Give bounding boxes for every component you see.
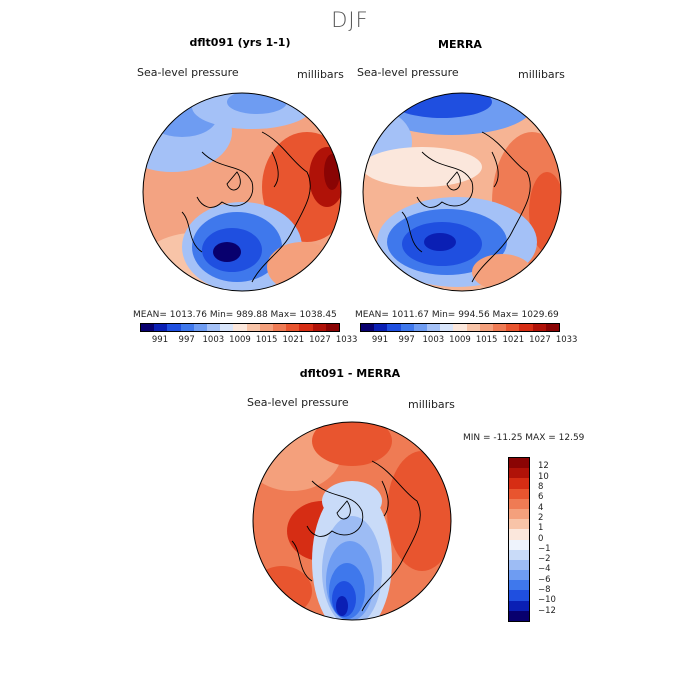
- panel2-colorbar-tick-label: 1027: [529, 335, 551, 345]
- difference-colorbar-color-3: [509, 488, 529, 499]
- difference-colorbar-tick-label: 0: [538, 533, 544, 544]
- difference-colorbar-tick-label: −2: [538, 554, 551, 565]
- difference-colorbar-color-1: [509, 468, 529, 479]
- panel2-colorbar-tick-label: 1033: [555, 335, 578, 345]
- panel2-colorbar-color-0: [361, 324, 375, 331]
- panel2-colorbar-color-1: [374, 324, 388, 331]
- panel1-colorbar-color-9: [259, 324, 274, 331]
- panel1-stats: MEAN= 1013.76 Min= 989.88 Max= 1038.45: [133, 310, 337, 320]
- panel2-map: [362, 92, 562, 292]
- panel1-colorbar-color-13: [312, 324, 326, 331]
- panel1-field-label: Sea-level pressure: [137, 66, 239, 79]
- panel1-colorbar-color-4: [193, 324, 208, 331]
- panel2-colorbar-color-7: [453, 324, 467, 331]
- difference-colorbar: [508, 457, 530, 622]
- panel1-colorbar-color-0: [141, 324, 155, 331]
- panel1-colorbar-tick-label: 991: [151, 335, 169, 345]
- difference-colorbar-color-12: [509, 580, 529, 591]
- panel2-colorbar-tick-label: 991: [371, 335, 389, 345]
- difference-colorbar-color-8: [509, 539, 529, 550]
- panel1-colorbar-tick-label: 1009: [229, 335, 251, 345]
- panel1-colorbar-color-7: [233, 324, 247, 331]
- panel2-colorbar-color-4: [413, 324, 428, 331]
- difference-colorbar-tick-label: 10: [538, 471, 549, 482]
- difference-colorbar-color-10: [509, 559, 529, 571]
- panel2-colorbar-color-12: [519, 324, 533, 331]
- panel2-colorbar: [360, 323, 560, 332]
- difference-colorbar-tick-label: 6: [538, 492, 544, 503]
- difference-colorbar-tick-label: 1: [538, 523, 544, 534]
- panel1-colorbar-color-12: [299, 324, 313, 331]
- panel2-colorbar-color-5: [427, 324, 441, 331]
- difference-map: [252, 421, 452, 621]
- difference-colorbar-tick-label: 4: [538, 502, 544, 513]
- panel1-colorbar-color-10: [273, 324, 287, 331]
- panel2-colorbar-color-6: [440, 324, 454, 331]
- difference-colorbar-color-2: [509, 478, 529, 489]
- panel1-colorbar-ticks: 991 997 1003 1009 1015 1021 1027 1033: [140, 335, 358, 347]
- difference-colorbar-color-6: [509, 519, 529, 530]
- difference-colorbar-color-11: [509, 570, 529, 581]
- difference-colorbar-color-0: [509, 458, 529, 469]
- season-title: DJF: [331, 8, 369, 32]
- panel1-map: [142, 92, 342, 292]
- panel2-units-label: millibars: [518, 68, 565, 81]
- difference-colorbar-tick-label: −1: [538, 543, 551, 554]
- difference-colorbar-color-4: [509, 498, 529, 509]
- panel1-colorbar-color-14: [325, 324, 340, 331]
- panel3-field-label: Sea-level pressure: [247, 396, 349, 409]
- panel1-colorbar-color-2: [167, 324, 181, 331]
- difference-colorbar-tick-label: −4: [538, 564, 551, 575]
- panel1-colorbar-color-1: [154, 324, 168, 331]
- panel1-colorbar-color-8: [246, 324, 260, 331]
- panel1-units-label: millibars: [297, 68, 344, 81]
- panel2-colorbar-color-2: [387, 324, 401, 331]
- panel1-colorbar: [140, 323, 340, 332]
- difference-colorbar-tick-label: 2: [538, 512, 544, 523]
- panel1-colorbar-color-6: [220, 324, 234, 331]
- panel2-colorbar-color-9: [479, 324, 494, 331]
- panel2-colorbar-tick-label: 1003: [422, 335, 445, 345]
- panel2-colorbar-tick-label: 997: [398, 335, 415, 345]
- panel2-colorbar-tick-label: 1015: [475, 335, 498, 345]
- panel3-units-label: millibars: [408, 398, 455, 411]
- panel2-colorbar-tick-label: 1009: [449, 335, 471, 345]
- panel2-title: MERRA: [438, 38, 482, 51]
- panel2-colorbar-color-3: [400, 324, 414, 331]
- panel2-field-label: Sea-level pressure: [357, 66, 459, 79]
- panel1-colorbar-tick-label: 1021: [282, 335, 305, 345]
- difference-colorbar-ticks: 12 10 8 6 4 2 1 0 −1 −2 −4 −6 −8 −10 −12: [538, 457, 568, 622]
- panel2-colorbar-color-13: [532, 324, 546, 331]
- difference-colorbar-color-7: [509, 529, 529, 540]
- panel2-colorbar-color-10: [493, 324, 507, 331]
- panel3-title: dflt091 - MERRA: [299, 367, 401, 380]
- difference-colorbar-tick-label: −6: [538, 574, 551, 585]
- panel1-colorbar-tick-label: 1015: [255, 335, 278, 345]
- panel1-colorbar-tick-label: 1027: [309, 335, 331, 345]
- panel2-colorbar-ticks: 991 997 1003 1009 1015 1021 1027 1033: [360, 335, 578, 347]
- difference-colorbar-color-14: [509, 600, 529, 611]
- panel2-colorbar-color-8: [466, 324, 480, 331]
- difference-colorbar-tick-label: 8: [538, 481, 544, 492]
- panel1-colorbar-tick-label: 1033: [335, 335, 358, 345]
- panel2-stats: MEAN= 1011.67 Min= 994.56 Max= 1029.69: [355, 310, 559, 320]
- difference-colorbar-tick-label: −10: [538, 595, 556, 606]
- difference-colorbar-color-13: [509, 590, 529, 601]
- difference-colorbar-tick-label: −8: [538, 585, 551, 596]
- panel3-stats: MIN = -11.25 MAX = 12.59: [463, 433, 585, 443]
- panel1-colorbar-color-3: [180, 324, 194, 331]
- difference-colorbar-tick-label: −12: [538, 605, 556, 616]
- panel1-colorbar-tick-label: 997: [178, 335, 195, 345]
- panel2-colorbar-color-14: [545, 324, 560, 331]
- difference-colorbar-tick-label: 12: [538, 461, 549, 472]
- difference-colorbar-color-9: [509, 549, 529, 560]
- difference-colorbar-color-5: [509, 508, 529, 520]
- panel1-title: dflt091 (yrs 1-1): [189, 36, 291, 49]
- panel2-colorbar-tick-label: 1021: [502, 335, 525, 345]
- panel2-colorbar-color-11: [506, 324, 520, 331]
- panel1-colorbar-color-5: [207, 324, 221, 331]
- panel1-colorbar-tick-label: 1003: [202, 335, 225, 345]
- panel1-colorbar-color-11: [286, 324, 300, 331]
- difference-colorbar-color-15: [509, 610, 529, 621]
